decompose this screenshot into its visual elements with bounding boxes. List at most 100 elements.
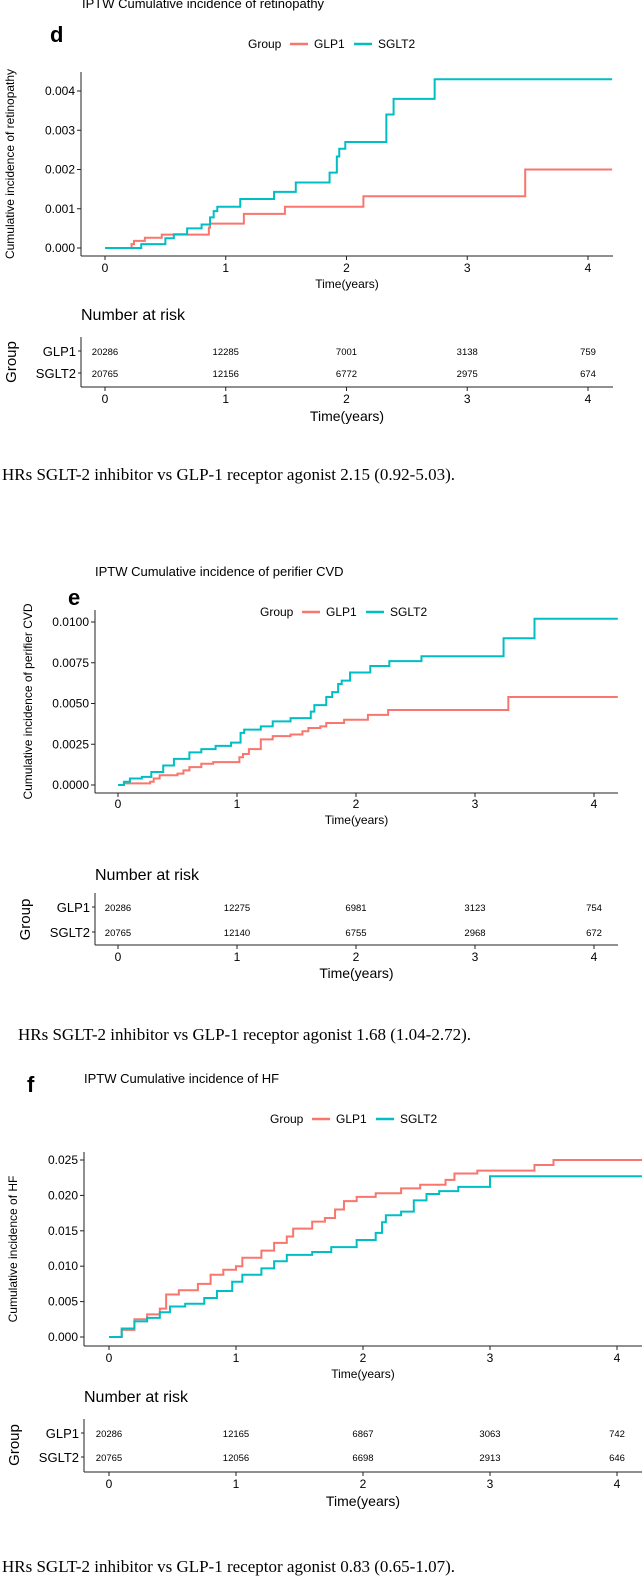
risk-row-label-sglt2: SGLT2 bbox=[39, 1450, 79, 1465]
x-tick-label: 0 bbox=[115, 797, 122, 811]
legend-label-sglt2: SGLT2 bbox=[400, 1112, 437, 1126]
risk-y-axis-label: Group bbox=[17, 899, 34, 941]
risk-count: 20286 bbox=[96, 1429, 122, 1440]
y-tick-label: 0.0025 bbox=[52, 737, 89, 751]
risk-x-tick-label: 2 bbox=[353, 950, 360, 964]
risk-count: 20765 bbox=[105, 928, 131, 939]
risk-row-label-glp1: GLP1 bbox=[57, 900, 90, 915]
chart-title: IPTW Cumulative incidence of HF bbox=[84, 1071, 279, 1086]
x-tick-label: 2 bbox=[343, 261, 350, 275]
y-tick-label: 0.020 bbox=[48, 1188, 78, 1202]
legend-label-glp1: GLP1 bbox=[314, 37, 345, 51]
risk-count: 20286 bbox=[92, 347, 118, 358]
y-axis-label: Cumulative incidence of HF bbox=[6, 1176, 20, 1323]
legend-title: Group bbox=[260, 605, 294, 619]
risk-x-tick-label: 1 bbox=[234, 950, 241, 964]
risk-x-tick-label: 4 bbox=[591, 950, 598, 964]
risk-y-axis-label: Group bbox=[6, 1424, 23, 1466]
risk-count: 3138 bbox=[457, 347, 478, 358]
risk-count: 6698 bbox=[352, 1453, 373, 1464]
risk-x-tick-label: 3 bbox=[464, 392, 471, 406]
risk-count: 6755 bbox=[345, 928, 366, 939]
y-tick-label: 0.005 bbox=[48, 1295, 78, 1309]
risk-count: 672 bbox=[586, 928, 602, 939]
risk-x-tick-label: 3 bbox=[472, 950, 479, 964]
panel-letter: f bbox=[27, 1072, 35, 1097]
risk-count: 6981 bbox=[345, 903, 366, 914]
risk-y-axis-label: Group bbox=[3, 341, 20, 383]
x-tick-label: 4 bbox=[585, 261, 592, 275]
risk-count: 3123 bbox=[464, 903, 485, 914]
panel-letter: d bbox=[50, 22, 63, 47]
panel-letter: e bbox=[68, 585, 80, 610]
risk-x-tick-label: 0 bbox=[115, 950, 122, 964]
risk-count: 20286 bbox=[105, 903, 131, 914]
y-tick-label: 0.0050 bbox=[52, 697, 89, 711]
risk-count: 12140 bbox=[224, 928, 250, 939]
x-tick-label: 1 bbox=[234, 797, 241, 811]
risk-count: 20765 bbox=[96, 1453, 122, 1464]
hazard-ratio-caption: HRs SGLT-2 inhibitor vs GLP-1 receptor a… bbox=[18, 1025, 471, 1044]
legend-title: Group bbox=[248, 37, 282, 51]
risk-table-title: Number at risk bbox=[84, 1389, 189, 1406]
risk-x-tick-label: 0 bbox=[102, 392, 109, 406]
risk-count: 2913 bbox=[479, 1453, 500, 1464]
y-tick-label: 0.004 bbox=[45, 84, 75, 98]
risk-count: 12165 bbox=[223, 1429, 249, 1440]
risk-x-tick-label: 2 bbox=[343, 392, 350, 406]
x-tick-label: 3 bbox=[464, 261, 471, 275]
risk-table-title: Number at risk bbox=[95, 867, 200, 884]
x-axis-label: Time(years) bbox=[325, 813, 389, 827]
hazard-ratio-caption: HRs SGLT-2 inhibitor vs GLP-1 receptor a… bbox=[2, 465, 455, 484]
risk-row-label-sglt2: SGLT2 bbox=[36, 366, 76, 381]
risk-x-tick-label: 4 bbox=[585, 392, 592, 406]
x-tick-label: 2 bbox=[360, 1351, 367, 1365]
curve-glp1 bbox=[118, 695, 618, 786]
curve-sglt2 bbox=[109, 1175, 642, 1338]
risk-x-axis-label: Time(years) bbox=[310, 408, 384, 424]
risk-x-tick-label: 0 bbox=[106, 1477, 113, 1491]
x-tick-label: 0 bbox=[106, 1351, 113, 1365]
y-tick-label: 0.000 bbox=[48, 1330, 78, 1344]
risk-table-title: Number at risk bbox=[81, 307, 186, 324]
y-tick-label: 0.0075 bbox=[52, 656, 89, 670]
x-tick-label: 0 bbox=[102, 261, 109, 275]
risk-count: 12275 bbox=[224, 903, 250, 914]
curve-glp1 bbox=[105, 168, 613, 249]
risk-x-tick-label: 4 bbox=[614, 1477, 621, 1491]
risk-row-label-sglt2: SGLT2 bbox=[50, 925, 90, 940]
x-tick-label: 3 bbox=[472, 797, 479, 811]
curve-sglt2 bbox=[105, 78, 613, 249]
x-tick-label: 4 bbox=[614, 1351, 621, 1365]
x-tick-label: 1 bbox=[222, 261, 229, 275]
y-tick-label: 0.001 bbox=[45, 202, 75, 216]
y-tick-label: 0.025 bbox=[48, 1153, 78, 1167]
risk-count: 2968 bbox=[464, 928, 485, 939]
legend-label-sglt2: SGLT2 bbox=[390, 605, 427, 619]
x-axis-label: Time(years) bbox=[315, 277, 379, 291]
x-tick-label: 1 bbox=[233, 1351, 240, 1365]
risk-row-label-glp1: GLP1 bbox=[43, 344, 76, 359]
risk-count: 3063 bbox=[479, 1429, 500, 1440]
risk-x-axis-label: Time(years) bbox=[326, 1493, 400, 1509]
y-tick-label: 0.003 bbox=[45, 123, 75, 137]
risk-count: 6772 bbox=[336, 369, 357, 380]
x-tick-label: 4 bbox=[591, 797, 598, 811]
x-tick-label: 3 bbox=[487, 1351, 494, 1365]
y-tick-label: 0.010 bbox=[48, 1259, 78, 1273]
y-tick-label: 0.0100 bbox=[52, 615, 89, 629]
risk-count: 646 bbox=[609, 1453, 625, 1464]
y-tick-label: 0.000 bbox=[45, 241, 75, 255]
risk-count: 2975 bbox=[457, 369, 478, 380]
risk-row-label-glp1: GLP1 bbox=[46, 1426, 79, 1441]
risk-count: 754 bbox=[586, 903, 602, 914]
x-tick-label: 2 bbox=[353, 797, 360, 811]
risk-count: 7001 bbox=[336, 347, 357, 358]
risk-x-axis-label: Time(years) bbox=[319, 965, 393, 981]
hazard-ratio-caption: HRs SGLT-2 inhibitor vs GLP-1 receptor a… bbox=[2, 1557, 455, 1576]
x-axis-label: Time(years) bbox=[331, 1367, 395, 1381]
risk-count: 12285 bbox=[213, 347, 239, 358]
risk-x-tick-label: 1 bbox=[222, 392, 229, 406]
risk-count: 759 bbox=[580, 347, 596, 358]
risk-x-tick-label: 1 bbox=[233, 1477, 240, 1491]
